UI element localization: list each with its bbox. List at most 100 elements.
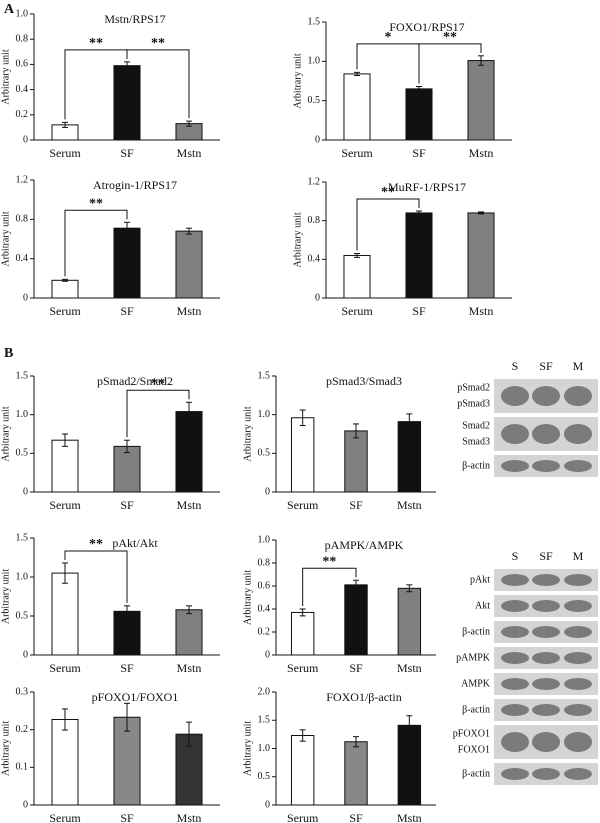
significance-bracket <box>356 198 420 251</box>
y-tick-label: 0.4 <box>16 253 29 264</box>
lane-label: M <box>573 359 584 373</box>
y-tick-label: 0 <box>265 799 270 810</box>
x-tick-label: Mstn <box>177 146 202 160</box>
x-tick-label: Serum <box>287 661 319 675</box>
y-tick-label: 0 <box>315 292 320 303</box>
blot-band <box>501 652 529 664</box>
x-tick-label: SF <box>349 498 363 512</box>
blot-row-label: AMPK <box>461 678 491 689</box>
y-axis-label: Arbitrary unit <box>292 212 303 267</box>
bar <box>344 741 368 806</box>
y-tick-label: 0.1 <box>16 762 29 773</box>
blot-band <box>532 386 560 406</box>
x-tick-label: Serum <box>49 661 81 675</box>
x-tick-label: Serum <box>49 146 81 160</box>
significance-label: ** <box>89 36 103 51</box>
lane-label: SF <box>539 549 553 563</box>
bar <box>113 445 141 493</box>
y-tick-label: 0 <box>23 649 28 660</box>
significance-label: ** <box>381 185 395 200</box>
bar <box>51 439 79 493</box>
bar <box>175 411 203 493</box>
y-tick-label: 0.2 <box>16 724 29 735</box>
y-tick-label: 0 <box>315 134 320 145</box>
x-tick-label: SF <box>349 661 363 675</box>
y-axis-label: Arbitrary unit <box>242 406 253 461</box>
blot-band <box>501 600 529 612</box>
y-tick-label: 0.6 <box>16 59 29 70</box>
chart-title: FOXO1/RPS17 <box>389 20 464 34</box>
y-tick-label: 0.8 <box>16 214 29 225</box>
chart-title: Atrogin-1/RPS17 <box>93 178 177 192</box>
y-tick-label: 0.8 <box>308 215 321 226</box>
blot-band <box>564 460 592 472</box>
y-tick-label: 1.0 <box>308 56 321 67</box>
significance-bracket <box>418 43 482 84</box>
blot-band <box>532 460 560 472</box>
blot-band <box>532 732 560 752</box>
blot-band <box>564 678 592 690</box>
bar <box>290 735 315 806</box>
x-tick-label: Serum <box>49 811 81 823</box>
bar <box>51 718 79 806</box>
x-tick-label: SF <box>120 304 134 318</box>
blot-band <box>564 626 592 638</box>
bar <box>51 572 79 656</box>
blot-band <box>532 652 560 664</box>
x-tick-label: Mstn <box>397 661 422 675</box>
x-tick-label: SF <box>412 146 426 160</box>
bar <box>344 584 368 656</box>
y-tick-label: 1.5 <box>258 370 271 381</box>
y-tick-label: 0.4 <box>16 84 29 95</box>
bar <box>397 587 422 656</box>
lane-label: S <box>512 359 519 373</box>
panel-label: A <box>4 2 15 17</box>
blot-band <box>532 574 560 586</box>
y-tick-label: 0.8 <box>258 557 271 568</box>
chart-title: pSmad2/Smad2 <box>97 374 173 388</box>
y-tick-label: 1.0 <box>16 8 29 19</box>
y-tick-label: 0.5 <box>308 95 321 106</box>
bar <box>467 212 495 299</box>
bar <box>344 430 368 493</box>
bar <box>51 279 79 299</box>
x-tick-label: Mstn <box>177 811 202 823</box>
blot-band <box>564 424 592 444</box>
x-tick-label: SF <box>349 811 363 823</box>
x-tick-label: SF <box>120 498 134 512</box>
blot-band <box>501 424 529 444</box>
blot-band <box>501 574 529 586</box>
y-axis-label: Arbitrary unit <box>292 53 303 108</box>
bar <box>113 227 141 299</box>
y-tick-label: 1.0 <box>258 409 271 420</box>
y-tick-label: 0 <box>265 649 270 660</box>
x-tick-label: Mstn <box>397 811 422 823</box>
bar <box>405 88 433 141</box>
blot-band <box>501 732 529 752</box>
y-tick-label: 0.5 <box>258 448 271 459</box>
blot-row-label: FOXO1 <box>458 744 490 755</box>
blot-row-label: Smad2 <box>462 420 490 431</box>
significance-bracket <box>64 550 128 603</box>
chart-title: MuRF-1/RPS17 <box>388 180 466 194</box>
bar <box>343 254 371 299</box>
y-axis-label: Arbitrary unit <box>0 721 11 776</box>
blot-row-label: pAkt <box>470 574 490 585</box>
bar <box>405 212 433 299</box>
y-axis-label: Arbitrary unit <box>0 211 11 266</box>
bar <box>175 230 203 299</box>
y-tick-label: 0 <box>23 134 28 145</box>
significance-bracket <box>302 567 357 606</box>
blot-band <box>501 768 529 780</box>
y-tick-label: 0.2 <box>16 109 29 120</box>
y-tick-label: 1.0 <box>258 534 271 545</box>
y-tick-label: 1.0 <box>16 409 29 420</box>
blot-row-label: Smad3 <box>462 436 490 447</box>
x-tick-label: SF <box>412 304 426 318</box>
blot-band <box>532 704 560 716</box>
chart-title: pFOXO1/FOXO1 <box>92 690 179 704</box>
x-tick-label: Serum <box>49 498 81 512</box>
blot-band <box>501 678 529 690</box>
y-tick-label: 0 <box>23 486 28 497</box>
